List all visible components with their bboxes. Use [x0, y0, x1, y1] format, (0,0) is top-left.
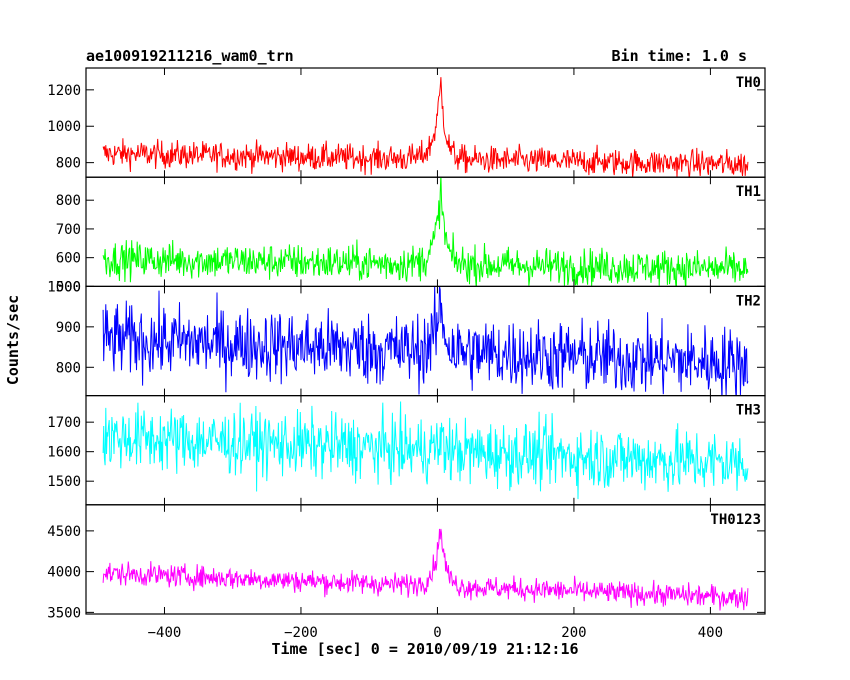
y-tick-label: 3500: [47, 605, 81, 621]
y-tick-label: 1000: [47, 279, 81, 295]
y-tick-label: 1000: [47, 119, 81, 135]
y-axis-label: Counts/sec: [4, 295, 22, 385]
x-tick-label: −400: [148, 625, 182, 641]
x-tick-label: 400: [698, 625, 723, 641]
y-tick-label: 1700: [47, 415, 81, 431]
y-tick-label: 1500: [47, 474, 81, 490]
y-tick-label: 4000: [47, 565, 81, 581]
panels-group: 800 1000 1200 TH0 500 600 700 800 TH1 800 900 1000 T…: [47, 67, 766, 641]
x-axis-label: Time [sec] 0 = 2010/09/19 21:12:16: [271, 640, 578, 658]
series-th2: [102, 286, 749, 396]
series-th3: [102, 401, 749, 500]
panel-label-th0: TH0: [736, 75, 761, 91]
bin-time-label: Bin time: 1.0 s: [612, 47, 747, 65]
y-tick-label: 4500: [47, 524, 81, 540]
x-tick-label: 200: [561, 625, 586, 641]
chart-title: ae100919211216_wam0_trn: [86, 47, 294, 65]
y-tick-label: 500: [56, 279, 81, 295]
panel-frame-th0123: [85, 504, 766, 615]
panel-label-th2: TH2: [736, 293, 761, 309]
y-tick-label: 800: [56, 360, 81, 376]
y-tick-label: 1200: [47, 83, 81, 99]
panel-label-th0123: TH0123: [710, 512, 761, 528]
y-tick-label: 800: [56, 193, 81, 209]
y-tick-label: 700: [56, 222, 81, 238]
x-tick-label: −200: [284, 625, 318, 641]
series-th1: [102, 177, 749, 287]
x-tick-label: 0: [433, 625, 441, 641]
panel-label-th3: TH3: [736, 403, 761, 419]
y-tick-label: 600: [56, 251, 81, 267]
series-th0: [102, 77, 749, 178]
y-tick-label: 900: [56, 320, 81, 336]
y-tick-label: 800: [56, 156, 81, 172]
panel-label-th1: TH1: [736, 184, 761, 200]
y-tick-label: 1600: [47, 445, 81, 461]
series-th0123: [102, 528, 749, 611]
